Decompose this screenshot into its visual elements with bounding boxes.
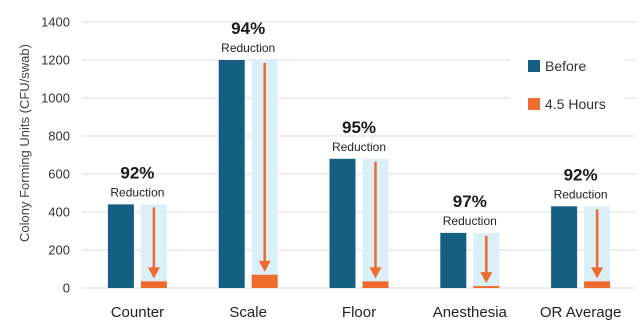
legend-box bbox=[510, 45, 624, 125]
bar-before bbox=[440, 232, 467, 288]
reduction-label: Reduction bbox=[110, 185, 164, 199]
x-category-label: Counter bbox=[111, 304, 164, 321]
reduction-percent: 95% bbox=[342, 118, 376, 137]
labels: 0 200 400 600 800 1000 1200 1400 Counter 92% Reduc… bbox=[41, 15, 621, 322]
bars bbox=[107, 60, 611, 288]
bar-before bbox=[329, 158, 356, 288]
legend-label: Before bbox=[545, 58, 586, 74]
legend: Before 4.5 Hours bbox=[510, 45, 624, 125]
bar-after bbox=[584, 281, 611, 288]
reduction-label: Reduction bbox=[554, 187, 608, 201]
bar-before bbox=[218, 60, 245, 288]
y-tick-label: 400 bbox=[48, 205, 70, 220]
y-axis-title: Colony Forming Units (CFU/swab) bbox=[17, 44, 32, 242]
reduction-arrow-head bbox=[147, 267, 160, 279]
reduction-percent: 92% bbox=[120, 163, 154, 182]
y-tick-label: 1400 bbox=[41, 15, 70, 30]
bar-after bbox=[362, 281, 389, 288]
reduction-arrow-head bbox=[258, 260, 271, 272]
legend-label: 4.5 Hours bbox=[545, 96, 606, 112]
x-category-label: OR Average bbox=[540, 304, 621, 321]
reduction-label: Reduction bbox=[443, 214, 497, 228]
reduction-label: Reduction bbox=[221, 41, 275, 55]
y-tick-label: 800 bbox=[48, 129, 70, 144]
y-tick-label: 1200 bbox=[41, 53, 70, 68]
bar-after bbox=[251, 274, 278, 288]
reduction-arrow-head bbox=[369, 267, 382, 279]
x-category-label: Floor bbox=[342, 304, 376, 321]
bar-after bbox=[140, 281, 167, 288]
legend-swatch bbox=[528, 98, 540, 110]
reduction-arrow-head bbox=[480, 272, 493, 284]
reduction-percent: 92% bbox=[564, 165, 598, 184]
reduction-label: Reduction bbox=[332, 140, 386, 154]
reduction-percent: 97% bbox=[453, 192, 487, 211]
bar-before bbox=[551, 206, 578, 288]
reduction-arrow-head bbox=[591, 267, 604, 279]
bar-before bbox=[107, 204, 134, 288]
x-category-label: Anesthesia bbox=[433, 304, 508, 321]
reduction-arrows bbox=[147, 63, 604, 284]
y-tick-label: 200 bbox=[48, 243, 70, 258]
legend-swatch bbox=[528, 60, 540, 72]
reduction-percent: 94% bbox=[231, 19, 265, 38]
x-category-label: Scale bbox=[229, 304, 267, 321]
y-tick-label: 1000 bbox=[41, 91, 70, 106]
bar-after bbox=[473, 286, 500, 288]
y-tick-label: 600 bbox=[48, 167, 70, 182]
gridlines bbox=[82, 21, 636, 289]
y-tick-label: 0 bbox=[63, 281, 70, 296]
